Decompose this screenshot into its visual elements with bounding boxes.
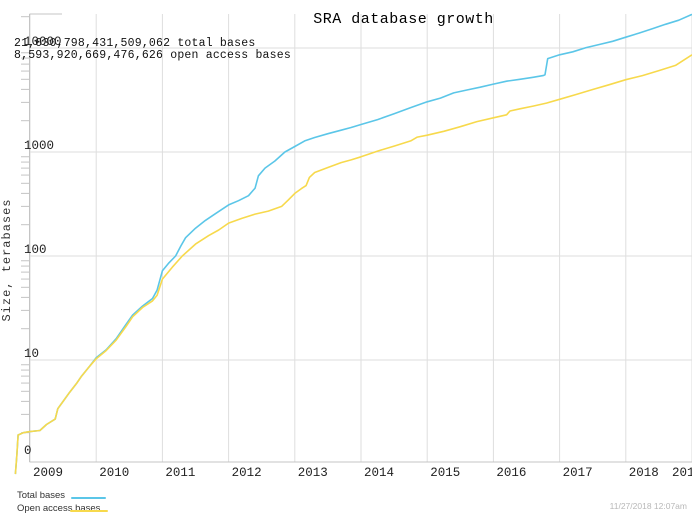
x-tick-label: 2010 bbox=[99, 466, 130, 480]
legend-swatch-total bbox=[71, 497, 106, 499]
series-line-open-access-bases bbox=[14, 54, 692, 475]
x-tick-label: 2019 bbox=[672, 466, 692, 480]
x-tick-label: 2009 bbox=[33, 466, 64, 480]
data-series-lines bbox=[14, 13, 692, 475]
x-tick-label: 2018 bbox=[628, 466, 659, 480]
y-tick-label: 1000 bbox=[24, 139, 55, 153]
legend-label-open: Open access bases bbox=[17, 503, 101, 514]
axis-frame bbox=[29, 13, 692, 463]
vertical-gridlines bbox=[29, 14, 692, 462]
legend-label-total: Total bases bbox=[17, 490, 66, 501]
x-tick-label: 2017 bbox=[562, 466, 593, 480]
x-tick-label: 2016 bbox=[496, 466, 527, 480]
x-tick-label: 2015 bbox=[430, 466, 461, 480]
open-access-annotation: 8,593,920,669,476,626 open access bases bbox=[14, 49, 291, 62]
y-axis-title: Size, terabases bbox=[0, 198, 14, 322]
y-tick-label: 10 bbox=[24, 347, 40, 361]
total-bases-annotation: 21,030,798,431,509,062 total bases bbox=[14, 37, 256, 50]
y-tick-label: 10000 bbox=[24, 35, 62, 49]
x-tick-label: 2013 bbox=[297, 466, 328, 480]
x-tick-label: 2014 bbox=[364, 466, 395, 480]
series-line-total-bases bbox=[14, 13, 692, 475]
y-axis-minor-ticks bbox=[21, 16, 30, 434]
render-timestamp: 11/27/2018 12:07am bbox=[609, 501, 687, 511]
y-tick-label: 100 bbox=[24, 243, 47, 257]
x-tick-label: 2012 bbox=[231, 466, 262, 480]
x-tick-label: 2011 bbox=[165, 466, 196, 480]
legend-swatch-open bbox=[70, 510, 108, 512]
y-tick-label: 0 bbox=[24, 444, 32, 458]
chart-title: SRA database growth bbox=[313, 11, 494, 28]
